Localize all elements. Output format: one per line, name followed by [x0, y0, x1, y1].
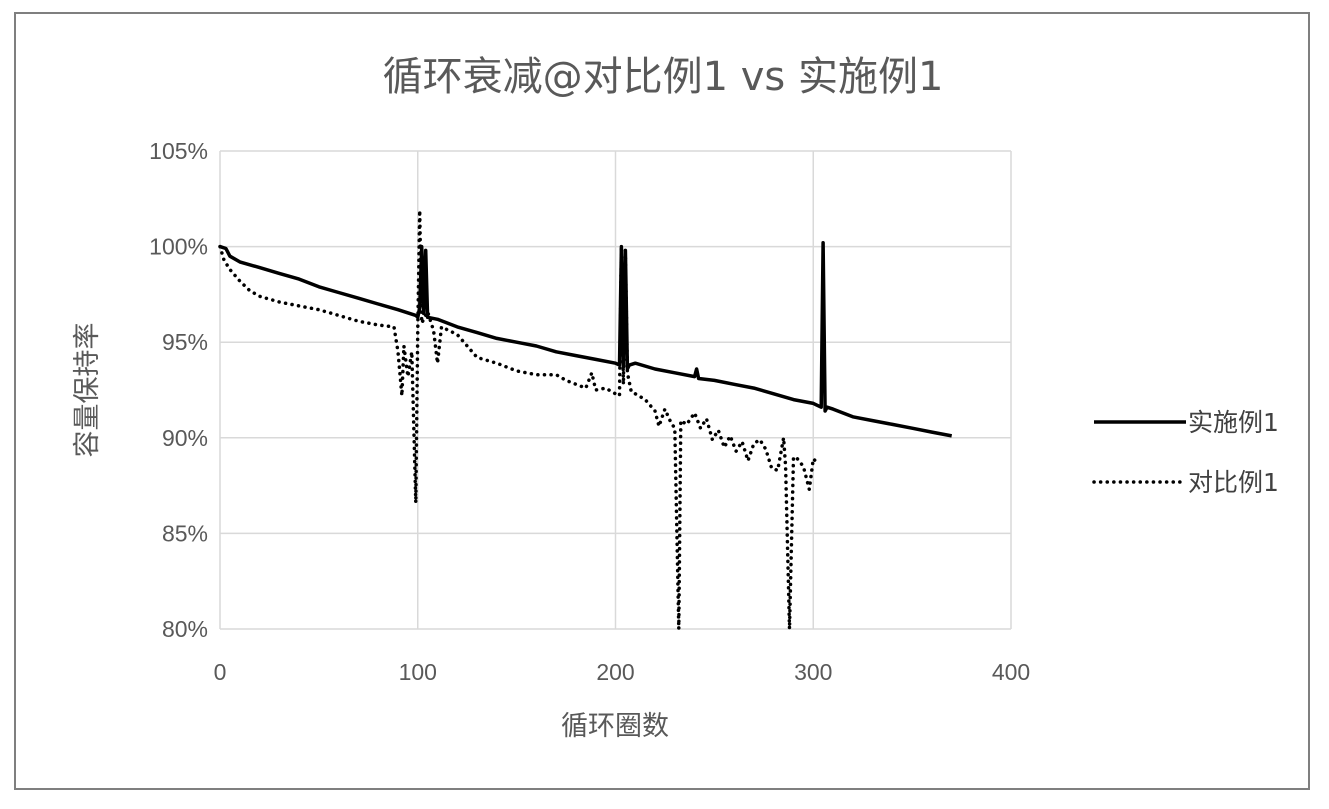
legend-label: 对比例1 — [1188, 468, 1279, 497]
legend-label: 实施例1 — [1188, 408, 1279, 437]
legend: 实施例1 对比例1 — [1092, 408, 1279, 497]
x-tick-label: 200 — [596, 659, 634, 685]
plot-grid — [219, 150, 1012, 630]
y-tick-label: 90% — [162, 425, 208, 451]
y-tick-label: 100% — [149, 234, 208, 260]
y-tick-label: 85% — [162, 520, 208, 546]
y-axis-label: 容量保持率 — [72, 323, 103, 458]
x-tick-label: 100 — [399, 659, 437, 685]
y-tick-label: 95% — [162, 329, 208, 355]
chart-title: 循环衰减@对比例1 vs 实施例1 — [383, 54, 944, 100]
series-layer — [218, 208, 953, 631]
x-tick-label: 300 — [794, 659, 832, 685]
chart-frame — [14, 12, 1310, 790]
x-tick-label: 400 — [992, 659, 1030, 685]
x-tick-label: 0 — [214, 659, 227, 685]
y-tick-labels: 80% 85% 90% 95% 100% 105% — [149, 138, 208, 642]
series-line-2 — [218, 208, 819, 631]
x-tick-labels: 0 100 200 300 400 — [214, 659, 1031, 685]
series-line-1 — [219, 241, 953, 438]
x-axis-label: 循环圈数 — [561, 711, 669, 742]
y-tick-label: 105% — [149, 138, 208, 164]
y-tick-label: 80% — [162, 616, 208, 642]
